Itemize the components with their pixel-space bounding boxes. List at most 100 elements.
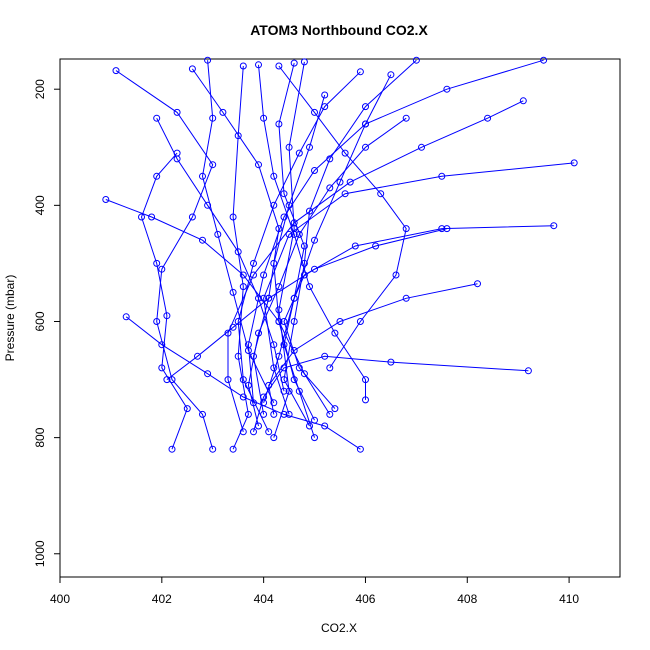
data-point: [321, 422, 329, 430]
data-point: [275, 306, 283, 314]
data-point: [346, 178, 354, 186]
data-point: [290, 294, 298, 302]
data-point: [265, 428, 273, 436]
profile-line: [273, 94, 326, 421]
data-point: [285, 387, 293, 395]
data-point: [356, 318, 364, 325]
data-point: [229, 445, 237, 453]
data-point: [229, 323, 237, 331]
data-point: [519, 97, 527, 105]
data-point: [173, 108, 181, 116]
data-point: [402, 114, 410, 122]
profile-line: [237, 71, 361, 433]
data-point: [311, 265, 318, 273]
data-point: [280, 213, 288, 221]
data-point: [326, 410, 334, 418]
y-tick-label: 800: [33, 427, 47, 447]
data-point: [250, 259, 257, 267]
data-point: [275, 352, 283, 360]
profile-line: [273, 61, 305, 438]
data-point: [244, 410, 252, 418]
data-point: [326, 184, 334, 192]
data-point: [270, 399, 278, 407]
data-point: [255, 161, 262, 169]
data-point: [260, 399, 268, 407]
data-point: [122, 313, 130, 321]
data-point: [285, 201, 293, 209]
data-point: [362, 396, 369, 404]
data-point: [153, 114, 161, 122]
profile-line: [166, 228, 448, 380]
data-point: [275, 120, 283, 128]
data-point: [300, 58, 308, 66]
data-point: [311, 236, 318, 244]
data-point: [300, 259, 308, 267]
data-point: [351, 242, 359, 250]
data-point: [321, 352, 329, 360]
data-point: [356, 68, 364, 76]
data-point: [153, 172, 161, 180]
data-point: [260, 114, 268, 122]
chart-title: ATOM3 Northbound CO2.X: [250, 22, 428, 38]
profile-line: [283, 59, 417, 427]
y-tick-label: 400: [33, 195, 47, 215]
profile-line: [247, 117, 407, 427]
data-point: [311, 434, 318, 442]
data-point: [295, 149, 303, 157]
data-point: [438, 172, 446, 180]
data-point: [168, 445, 176, 453]
profile-line: [201, 60, 275, 404]
data-point: [341, 149, 349, 157]
data-point: [188, 213, 196, 221]
data-point: [199, 172, 206, 180]
data-point: [402, 225, 410, 233]
data-point: [239, 271, 247, 279]
data-point: [387, 358, 395, 366]
data-point: [265, 294, 273, 302]
data-point: [443, 225, 451, 233]
data-point: [306, 422, 313, 430]
data-point: [188, 65, 196, 73]
data-point: [209, 445, 217, 453]
x-tick-label: 410: [559, 592, 579, 606]
data-point: [255, 329, 262, 337]
data-point: [255, 422, 262, 430]
profile-line: [125, 316, 361, 450]
data-point: [331, 329, 339, 337]
data-point: [295, 387, 303, 395]
data-point: [392, 271, 400, 279]
data-point: [158, 265, 166, 273]
data-point: [290, 59, 298, 67]
data-point: [372, 242, 380, 250]
data-point: [290, 376, 298, 384]
data-point: [163, 312, 171, 320]
profile-line: [156, 117, 285, 392]
data-point: [280, 387, 288, 395]
data-point: [153, 259, 161, 267]
data-point: [270, 259, 278, 267]
data-point: [285, 143, 293, 151]
data-point: [183, 405, 191, 413]
data-point: [112, 67, 120, 75]
data-point: [224, 329, 232, 337]
data-point: [260, 271, 268, 279]
profile-line: [263, 74, 392, 403]
plot-area: [102, 56, 578, 453]
data-point: [524, 367, 532, 375]
data-point: [321, 103, 329, 111]
data-point: [290, 318, 298, 325]
data-point: [148, 213, 156, 221]
data-point: [306, 207, 313, 215]
data-point: [290, 225, 298, 233]
data-point: [219, 108, 227, 116]
data-point: [234, 248, 242, 256]
data-point: [209, 114, 217, 122]
data-point: [270, 434, 278, 442]
data-point: [306, 283, 313, 291]
profile-line: [191, 68, 280, 415]
data-point: [224, 376, 232, 384]
data-point: [199, 410, 206, 418]
data-point: [362, 143, 369, 151]
data-point: [255, 61, 262, 69]
data-point: [550, 222, 558, 230]
